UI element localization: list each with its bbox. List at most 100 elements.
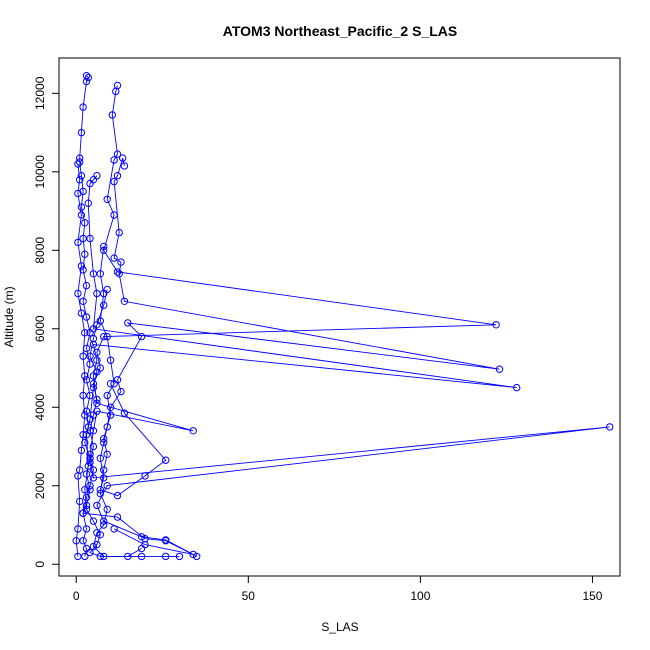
data-point	[113, 268, 122, 276]
data-point	[79, 266, 87, 274]
data-point	[117, 258, 125, 266]
data-point	[84, 462, 93, 470]
data-point	[82, 376, 91, 384]
data-point	[189, 550, 197, 559]
data-point	[74, 289, 82, 298]
data-point	[82, 505, 91, 513]
y-tick-label: 12000	[33, 76, 47, 110]
data-point	[79, 537, 87, 545]
data-point	[103, 423, 111, 431]
data-point	[93, 501, 101, 510]
data-point	[82, 431, 91, 439]
data-point	[100, 301, 108, 309]
data-point	[100, 466, 108, 474]
data-point	[74, 160, 82, 168]
data-point	[93, 321, 101, 329]
data-point	[86, 234, 94, 243]
data-point	[76, 497, 84, 506]
data-point	[120, 297, 129, 305]
data-point	[495, 365, 504, 373]
data-point	[162, 552, 170, 561]
data-point	[74, 552, 82, 561]
data-point	[606, 423, 614, 431]
series-7	[81, 285, 146, 561]
data-point	[120, 162, 129, 170]
data-point	[93, 540, 101, 549]
series-line	[75, 163, 86, 557]
data-point	[77, 309, 86, 317]
data-point	[100, 521, 108, 529]
data-point	[74, 189, 82, 198]
data-point	[82, 281, 91, 290]
data-point	[108, 111, 117, 119]
data-point	[120, 409, 129, 417]
plot-area	[72, 72, 614, 561]
data-point	[100, 242, 108, 251]
data-point	[103, 332, 111, 341]
data-point	[82, 525, 91, 533]
data-point	[86, 179, 94, 188]
data-point	[193, 552, 201, 561]
data-point	[103, 285, 111, 294]
y-tick-label: 8000	[33, 237, 47, 264]
data-point	[81, 250, 89, 258]
data-point	[175, 552, 184, 561]
data-point	[100, 474, 108, 482]
data-point	[82, 313, 91, 321]
data-point	[81, 411, 89, 419]
data-point	[77, 262, 86, 270]
data-point	[81, 438, 89, 447]
x-tick-label: 0	[73, 589, 80, 603]
data-point	[86, 415, 94, 423]
data-point	[74, 525, 82, 533]
data-point	[141, 472, 149, 480]
data-point	[106, 403, 115, 411]
y-tick-label: 6000	[33, 315, 47, 342]
data-point	[96, 531, 105, 539]
y-tick-label: 0	[33, 561, 47, 568]
data-point	[103, 195, 111, 204]
data-point	[110, 156, 118, 164]
data-point	[103, 482, 111, 490]
data-point	[110, 380, 118, 388]
data-point	[74, 472, 82, 480]
data-point	[137, 544, 146, 553]
data-point	[119, 154, 127, 162]
series-5	[72, 160, 89, 561]
x-tick-label: 50	[242, 589, 256, 603]
data-point	[89, 466, 98, 474]
x-tick-label: 100	[410, 589, 430, 603]
data-point	[89, 334, 98, 343]
data-point	[93, 368, 101, 376]
data-point	[89, 442, 98, 451]
series-line	[99, 157, 500, 497]
data-point	[81, 219, 89, 227]
data-point	[112, 87, 120, 96]
chart-title: ATOM3 Northeast_Pacific_2 S_LAS	[223, 23, 457, 39]
data-point	[93, 348, 101, 356]
data-point	[100, 435, 108, 443]
data-point	[89, 542, 98, 551]
data-point	[103, 505, 111, 513]
data-point	[110, 177, 118, 186]
data-point	[84, 423, 93, 431]
data-point	[89, 517, 98, 525]
data-point	[82, 493, 91, 502]
data-point	[110, 525, 118, 533]
data-point	[93, 399, 101, 407]
data-point	[110, 254, 118, 262]
data-point	[86, 482, 94, 490]
data-point	[141, 535, 149, 543]
data-point	[79, 297, 87, 305]
y-tick-label: 4000	[33, 394, 47, 421]
data-point	[137, 552, 146, 561]
data-point	[115, 270, 123, 278]
data-point	[82, 407, 91, 415]
data-point	[124, 552, 132, 561]
data-point	[513, 383, 521, 392]
data-point	[89, 427, 98, 435]
data-point	[77, 211, 86, 219]
data-point	[124, 319, 132, 327]
